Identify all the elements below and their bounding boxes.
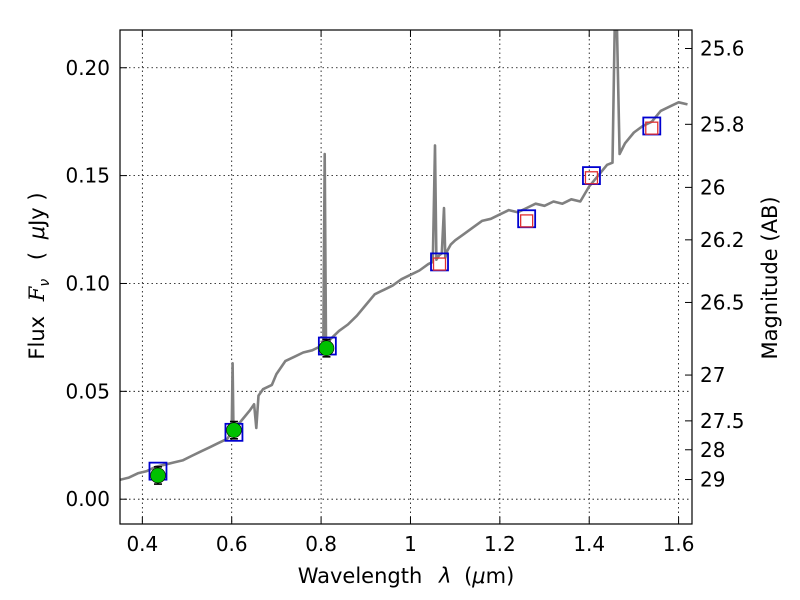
upper-limit-marker [645, 121, 659, 135]
y2-tick-label: 26.5 [700, 290, 745, 314]
axes-frame [119, 29, 693, 525]
y2-axis-title: Magnitude (AB) [758, 196, 782, 359]
x-tick-label: 0.8 [305, 532, 337, 556]
y2-tick-label: 27 [700, 363, 725, 387]
y-axis-title-symbol: F [25, 285, 49, 302]
x-axis-title: Wavelength λ (μm) [298, 564, 515, 588]
detection-marker [318, 340, 335, 356]
y-axis-title-prefix: Flux [25, 316, 49, 360]
model-spectrum-line [120, 30, 688, 482]
x-tick-label: 1.4 [573, 532, 605, 556]
detection-marker [150, 467, 166, 484]
x-tick-label: 1.2 [484, 532, 516, 556]
y-tick-label: 0.10 [65, 271, 110, 295]
y2-tick-label: 25.8 [700, 112, 745, 136]
y2-tick-label: 25.6 [700, 36, 745, 60]
y-tick-label: 0.05 [65, 379, 110, 403]
upper-limit-marker [584, 171, 599, 185]
y-tick-label: 0.20 [65, 56, 110, 80]
y-axis-title-unit-open: ( [25, 252, 49, 260]
y2-tick-label: 26 [700, 175, 725, 199]
x-tick-label: 0.4 [126, 532, 158, 556]
x-axis-title-unit-rest: m) [486, 564, 515, 588]
x-tick-label: 0.6 [216, 532, 248, 556]
y2-tick-label: 28 [700, 438, 725, 462]
x-axis-title-prefix: Wavelength [298, 564, 423, 588]
detection-marker [226, 422, 242, 438]
x-axis-title-symbol: λ [438, 564, 451, 588]
y-axis-title-unit-mu: μ [25, 226, 49, 240]
x-axis-title-unit-mu: μ [471, 564, 485, 588]
y-tick-label: 0.15 [65, 164, 110, 188]
grid [120, 30, 692, 524]
ticks: 0.4 0.6 0.8 1 1.2 1.4 1.6 0.00 0.05 0.10 0.15 0.20 2… [65, 30, 745, 556]
plot-area [120, 30, 688, 485]
upper-limit-marker [520, 214, 534, 228]
x-tick-label: 1 [404, 532, 417, 556]
y2-tick-label: 26.2 [700, 228, 745, 252]
x-axis-title-unit-open: ( [464, 564, 472, 588]
x-tick-label: 1.6 [663, 532, 695, 556]
y-axis-title: Flux Fν ( μJy ) [25, 192, 54, 359]
y-axis-title-unit-rest: Jy ) [25, 192, 49, 228]
y2-tick-label: 29 [700, 468, 725, 492]
y2-tick-label: 27.5 [700, 409, 745, 433]
upper-limit-marker [432, 257, 447, 271]
y-axis-title-subscript: ν [37, 279, 53, 287]
y-tick-label: 0.00 [65, 487, 110, 511]
